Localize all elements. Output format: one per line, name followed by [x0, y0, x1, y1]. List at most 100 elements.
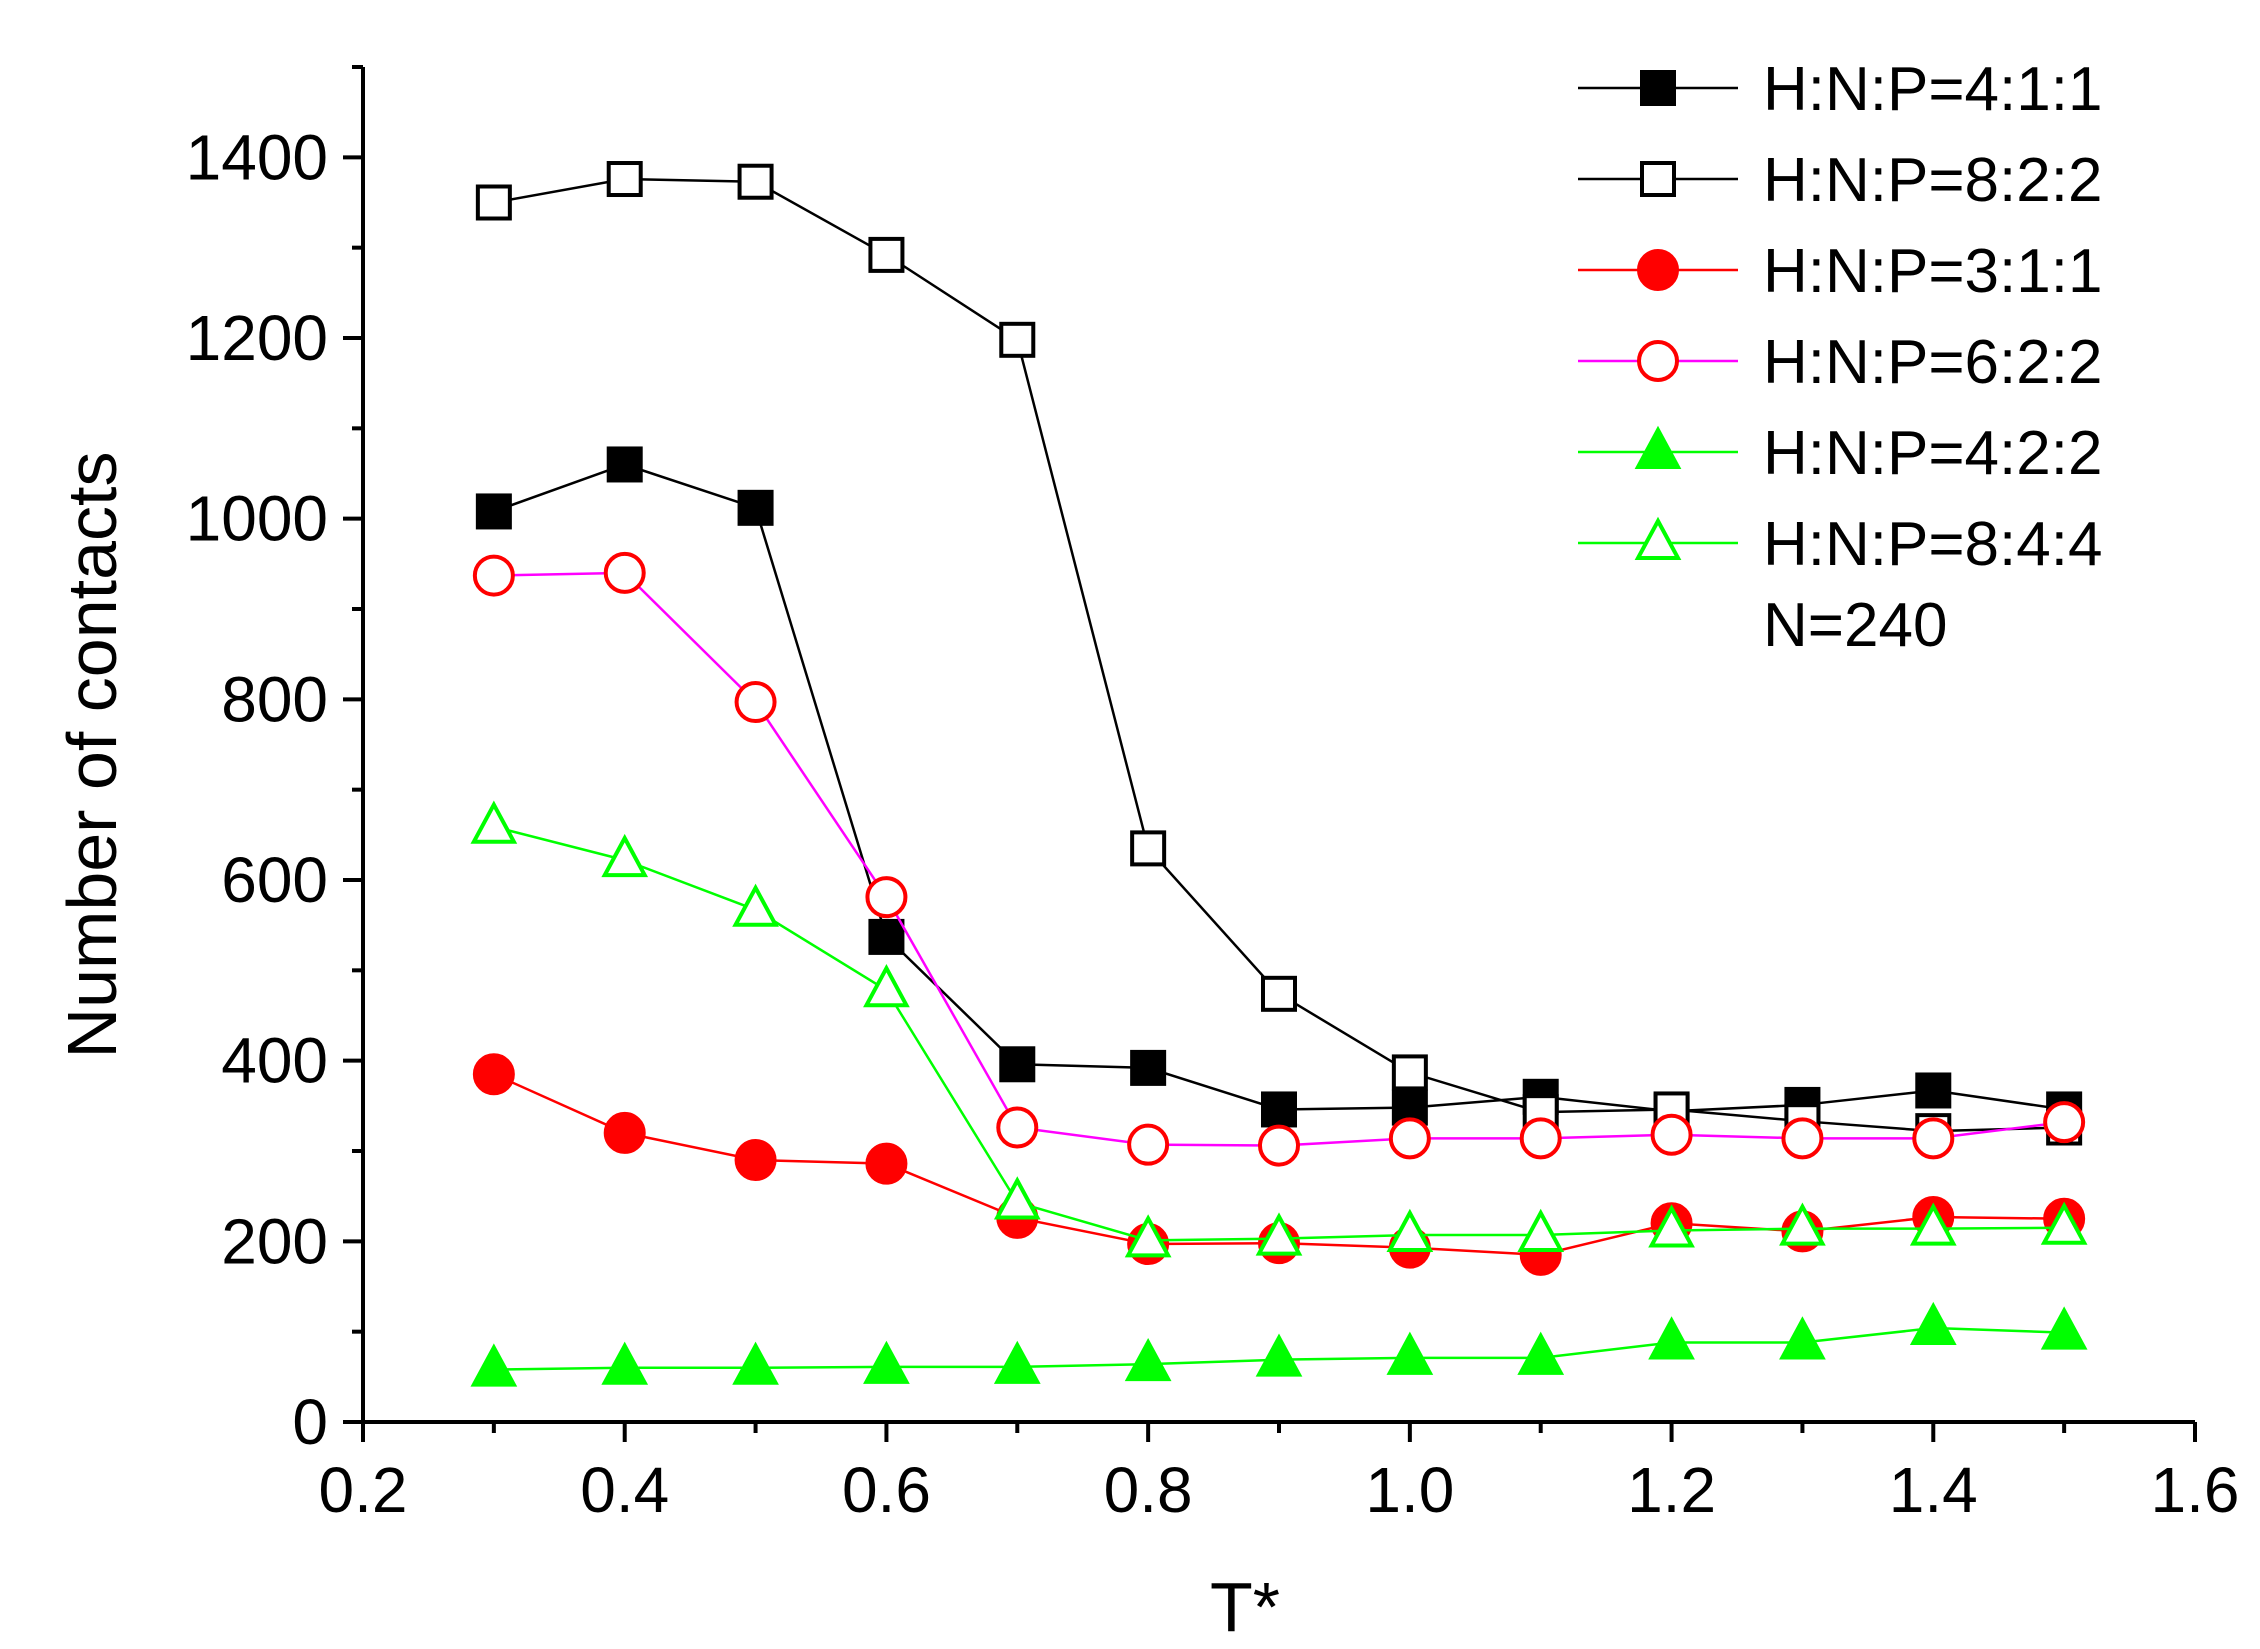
data-point	[603, 1111, 646, 1154]
x-tick-label: 0.4	[580, 1454, 669, 1526]
data-point	[2040, 1201, 2088, 1245]
legend-marker	[1637, 249, 1679, 291]
data-point	[1124, 1337, 1172, 1382]
data-point	[868, 918, 905, 955]
y-tick-label: 1400	[186, 121, 328, 193]
data-point	[734, 1139, 777, 1182]
y-tick-label: 1000	[186, 483, 328, 555]
y-tick-label: 200	[221, 1205, 328, 1277]
axes: 0.2 0.4 0.6 0.8 1.0 1.2 1.4 1.6 0 200 400 600 800 100…	[186, 65, 2240, 1526]
data-point	[1386, 1331, 1434, 1375]
legend-label: H:N:P=6:2:2	[1763, 328, 2102, 397]
y-tick-label: 800	[221, 663, 328, 735]
data-point	[1258, 1124, 1300, 1167]
data-point	[999, 321, 1036, 358]
data-point	[734, 681, 777, 724]
data-point	[1261, 975, 1297, 1012]
data-point	[1517, 1331, 1565, 1375]
data-point	[737, 489, 774, 526]
data-point	[470, 1343, 518, 1387]
data-point	[601, 1341, 649, 1385]
y-axis-title: Number of contacts	[53, 452, 131, 1059]
legend-label: H:N:P=4:2:2	[1763, 419, 2102, 488]
data-point	[1648, 1204, 1695, 1248]
legend-item: H:N:P=3:1:1	[1578, 237, 2102, 306]
data-point	[1519, 1117, 1562, 1160]
data-point	[472, 554, 515, 597]
data-point	[472, 1053, 515, 1096]
data-point	[868, 236, 905, 273]
legend-marker	[1634, 425, 1682, 469]
data-point	[1255, 1333, 1303, 1377]
data-point	[993, 1340, 1041, 1384]
legend-marker	[1634, 516, 1682, 560]
sample-size-annotation: N=240	[1763, 591, 1947, 660]
data-point	[470, 800, 518, 844]
data-point	[1781, 1117, 1824, 1160]
data-point	[1909, 1301, 1957, 1346]
legend-item: H:N:P=6:2:2	[1578, 328, 2102, 397]
legend-marker	[1640, 161, 1676, 197]
legend: H:N:P=4:1:1 H:N:P=8:2:2 H:N:P=3:1:1 H:N:P=6…	[1578, 55, 2102, 579]
data-point	[1912, 1117, 1955, 1160]
data-point	[1779, 1316, 1826, 1360]
data-point	[606, 161, 643, 198]
legend-item: H:N:P=8:4:4	[1578, 510, 2102, 579]
y-tick-label: 600	[221, 844, 328, 916]
data-point	[475, 184, 512, 221]
y-tick-label: 0	[292, 1386, 328, 1458]
data-point	[1124, 1214, 1172, 1258]
x-tick-label: 1.0	[1365, 1454, 1454, 1526]
series-4	[472, 551, 2086, 1167]
data-point	[475, 493, 512, 530]
legend-item: H:N:P=4:1:1	[1578, 55, 2102, 124]
legend-item: H:N:P=8:2:2	[1578, 146, 2102, 215]
data-point	[1648, 1316, 1695, 1360]
data-point	[1915, 1072, 1952, 1109]
series-line	[493, 825, 2065, 1242]
x-tick-label: 1.4	[1889, 1454, 1978, 1526]
data-point	[1386, 1208, 1434, 1253]
data-point	[1255, 1212, 1303, 1256]
series-5	[470, 1301, 2088, 1387]
legend-marker	[1637, 340, 1679, 382]
x-tick-label: 0.8	[1104, 1454, 1193, 1526]
x-tick-label: 1.2	[1627, 1454, 1716, 1526]
data-point	[1391, 1089, 1428, 1126]
legend-label: H:N:P=4:1:1	[1763, 55, 2102, 124]
legend-marker	[1640, 70, 1676, 106]
x-axis-title: T*	[1210, 1568, 1280, 1646]
data-point	[737, 163, 774, 200]
data-point	[732, 1341, 779, 1385]
x-tick-label: 1.6	[2151, 1454, 2240, 1526]
data-point	[993, 1176, 1041, 1220]
data-point	[1391, 1054, 1428, 1091]
legend-label: H:N:P=8:4:4	[1763, 510, 2102, 579]
series-6	[470, 800, 2088, 1258]
data-point	[732, 883, 779, 927]
data-point	[865, 1142, 908, 1185]
data-point	[999, 1046, 1036, 1083]
data-point	[1909, 1202, 1957, 1246]
data-point	[996, 1106, 1039, 1149]
legend-label: H:N:P=3:1:1	[1763, 237, 2102, 306]
x-tick-label: 0.6	[842, 1454, 931, 1526]
x-tick-label: 0.2	[319, 1454, 408, 1526]
data-point	[863, 1340, 910, 1384]
data-point	[1130, 1049, 1167, 1086]
data-point	[1779, 1202, 1826, 1246]
data-point	[1127, 1123, 1170, 1166]
data-point	[1130, 830, 1167, 867]
legend-label: H:N:P=8:2:2	[1763, 146, 2102, 215]
series-layer	[470, 161, 2088, 1387]
data-point	[2043, 1101, 2086, 1144]
data-point	[601, 833, 649, 878]
data-point	[1261, 1091, 1297, 1128]
y-tick-label: 400	[221, 1025, 328, 1097]
legend-item: H:N:P=4:2:2	[1578, 419, 2102, 488]
data-point	[2040, 1306, 2088, 1350]
data-point	[1388, 1117, 1431, 1160]
data-point	[606, 446, 643, 483]
y-tick-label: 1200	[186, 302, 328, 374]
